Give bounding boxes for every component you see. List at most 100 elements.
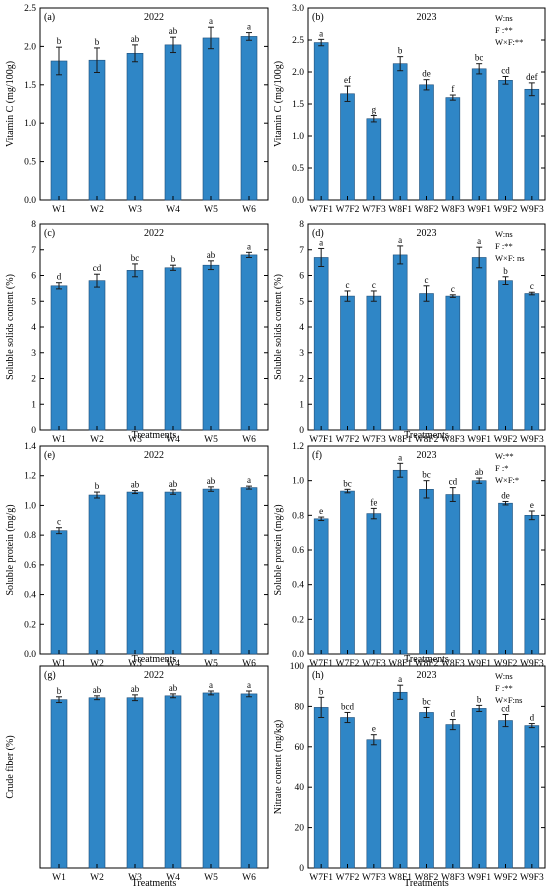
bar bbox=[498, 280, 513, 431]
stats-annotation: W×F: ns bbox=[495, 253, 525, 263]
x-tick-label: W7F3 bbox=[362, 205, 386, 215]
significance-letter: b bbox=[95, 481, 100, 491]
y-axis-title: Soluble protein (mg/g) bbox=[273, 504, 284, 595]
bar bbox=[50, 285, 68, 431]
bar bbox=[240, 36, 258, 201]
x-tick-label: W7F2 bbox=[336, 659, 360, 669]
significance-letter: b bbox=[95, 37, 100, 47]
x-axis-title: Treatments bbox=[132, 654, 177, 665]
y-tick-label: 0.2 bbox=[24, 620, 36, 630]
panel-label: (a) bbox=[44, 12, 55, 23]
significance-letter: c bbox=[425, 275, 429, 285]
bar bbox=[471, 257, 487, 431]
x-tick-label: W9F2 bbox=[494, 205, 518, 215]
significance-letter: c bbox=[57, 517, 61, 527]
y-tick-label: 3 bbox=[299, 349, 304, 359]
x-tick-label: W7F3 bbox=[362, 435, 386, 445]
y-tick-label: 0 bbox=[299, 864, 304, 874]
significance-letter: g bbox=[372, 105, 377, 115]
x-tick-label: W9F2 bbox=[494, 873, 518, 883]
y-tick-label: 3 bbox=[31, 349, 36, 359]
y-tick-label: 7 bbox=[299, 246, 304, 256]
significance-letter: a bbox=[247, 22, 251, 32]
y-tick-label: 2.0 bbox=[292, 68, 304, 78]
y-tick-label: 8 bbox=[299, 220, 304, 230]
x-tick-label: W7F1 bbox=[309, 873, 333, 883]
y-tick-label: 1.4 bbox=[24, 442, 36, 452]
y-tick-label: 1 bbox=[299, 400, 304, 410]
bar bbox=[366, 295, 382, 431]
significance-letter: ab bbox=[131, 684, 140, 694]
bar bbox=[164, 695, 182, 869]
x-axis-title: Treatments bbox=[132, 430, 177, 441]
y-tick-label: 1.5 bbox=[24, 81, 36, 91]
x-tick-label: W9F1 bbox=[467, 873, 491, 883]
panel-f: 0.0 0.2 0.4 0.6 0.8 1.0 1.2 Soluble protein (mg… bbox=[273, 442, 546, 669]
year-label: 2022 bbox=[144, 228, 164, 239]
y-tick-label: 2.0 bbox=[24, 42, 36, 52]
significance-letter: a bbox=[247, 680, 251, 690]
bar bbox=[419, 293, 434, 431]
y-tick-label: 0.8 bbox=[24, 531, 36, 541]
y-tick-label: 0.4 bbox=[24, 591, 36, 601]
bar bbox=[88, 59, 106, 201]
y-tick-label: 0.5 bbox=[24, 158, 36, 168]
bar bbox=[313, 707, 329, 869]
y-tick-label: 0.6 bbox=[24, 561, 36, 571]
y-tick-label: 0 bbox=[31, 426, 36, 436]
bar bbox=[419, 489, 434, 655]
bar bbox=[313, 257, 329, 431]
bar bbox=[126, 53, 144, 201]
significance-letter: bc bbox=[422, 696, 431, 706]
y-axis-title: Soluble solids content (%) bbox=[273, 274, 284, 380]
bar bbox=[88, 280, 106, 431]
x-axis-title: Treatments bbox=[404, 654, 449, 665]
panel-label: (b) bbox=[312, 12, 324, 23]
y-tick-label: 1.0 bbox=[24, 501, 36, 511]
significance-letter: bc bbox=[131, 253, 140, 263]
significance-letter: cd bbox=[449, 477, 458, 487]
y-tick-label: 5 bbox=[31, 297, 36, 307]
significance-letter: a bbox=[209, 16, 213, 26]
y-tick-label: 60 bbox=[295, 743, 305, 753]
plot-frame bbox=[39, 665, 269, 869]
x-tick-label: W8F2 bbox=[415, 205, 439, 215]
x-tick-label: W8F2 bbox=[415, 873, 439, 883]
bar bbox=[50, 60, 68, 201]
y-tick-label: 6 bbox=[299, 272, 304, 282]
y-tick-label: 8 bbox=[31, 220, 36, 230]
bar bbox=[126, 270, 144, 431]
significance-letter: a bbox=[398, 235, 402, 245]
y-tick-label: 4 bbox=[299, 323, 304, 333]
y-tick-label: 2.5 bbox=[292, 36, 304, 46]
y-tick-label: 0.2 bbox=[292, 615, 304, 625]
bar bbox=[445, 97, 461, 201]
y-tick-label: 0.0 bbox=[24, 196, 36, 206]
panel-label: (f) bbox=[312, 450, 322, 461]
x-tick-label: W7F2 bbox=[336, 873, 360, 883]
x-tick-label: W7F2 bbox=[336, 435, 360, 445]
bar bbox=[240, 487, 258, 655]
x-tick-label: W3 bbox=[128, 659, 142, 669]
bar bbox=[498, 720, 513, 869]
y-axis-title: Soluble solids content (%) bbox=[5, 274, 16, 380]
significance-letter: de bbox=[501, 490, 510, 500]
significance-letter: de bbox=[422, 69, 431, 79]
panel-h: 0 20 40 60 80 100 Nitrate content (mg/kg) (h) 20… bbox=[273, 662, 546, 889]
bar bbox=[50, 530, 68, 655]
y-tick-label: 1.2 bbox=[292, 442, 304, 452]
x-tick-label: W4 bbox=[166, 205, 180, 215]
panel-label: (d) bbox=[312, 228, 324, 239]
x-tick-label: W5 bbox=[204, 205, 218, 215]
x-tick-label: W8F1 bbox=[388, 435, 412, 445]
x-tick-label: W8F3 bbox=[441, 435, 465, 445]
x-tick-label: W4 bbox=[166, 435, 180, 445]
bar bbox=[340, 93, 355, 201]
y-tick-label: 0.4 bbox=[292, 581, 304, 591]
x-tick-label: W7F1 bbox=[309, 435, 333, 445]
bar bbox=[88, 697, 106, 869]
panel-d: 0 1 2 3 4 5 6 7 8 Soluble solids content (%) (d) 20… bbox=[273, 220, 546, 445]
bar bbox=[419, 712, 434, 869]
bar bbox=[164, 267, 182, 431]
x-tick-label: W2 bbox=[90, 435, 104, 445]
